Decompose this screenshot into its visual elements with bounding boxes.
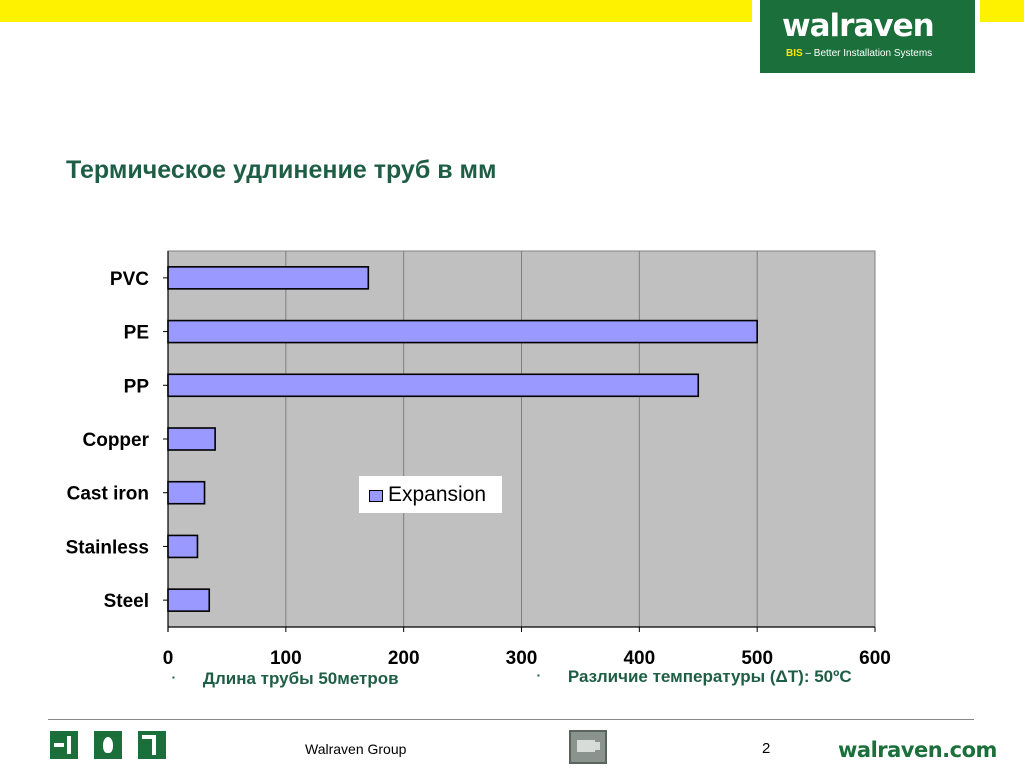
y-category-label: Copper [83, 430, 150, 451]
flame-icon [94, 731, 122, 759]
bar-pe [167, 319, 758, 344]
x-tick-label: 600 [859, 648, 891, 669]
bar-pp [167, 373, 700, 398]
note-pipe-length: ▪ Длина трубы 50метров [172, 669, 399, 689]
x-tick-label: 0 [163, 648, 174, 669]
bullet-icon: ▪ [537, 671, 540, 680]
logo-wordmark: walraven [782, 8, 935, 44]
x-tick-label: 500 [741, 648, 773, 669]
bar-cast-iron [167, 480, 206, 505]
logo-tag-text: – Better Installation Systems [802, 48, 933, 59]
entry-icon [50, 731, 78, 759]
bullet-icon: ▪ [172, 673, 175, 682]
logo-tagline: BIS – Better Installation Systems [786, 48, 932, 59]
legend-label-expansion: Expansion [388, 483, 487, 506]
footer-company: Walraven Group [305, 741, 407, 757]
y-category-label: PVC [110, 269, 149, 290]
bar-pvc [167, 266, 370, 290]
y-category-label: Steel [104, 591, 149, 612]
x-tick-label: 300 [506, 648, 538, 669]
footer-divider [48, 719, 974, 720]
x-tick-label: 400 [623, 648, 655, 669]
bar-steel [167, 588, 211, 612]
x-tick-label: 100 [270, 648, 302, 669]
y-category-label: Stainless [66, 537, 149, 558]
legend-swatch-expansion [369, 490, 383, 502]
slide-title: Термическое удлинение труб в мм [66, 156, 497, 184]
walraven-logo: walraven BIS – Better Installation Syste… [760, 0, 975, 73]
note-temperature-diff-text: Различие температуры (ΔT): 50ºC [567, 667, 852, 686]
bar-copper [167, 427, 216, 451]
y-category-label: PE [124, 323, 149, 344]
top-yellow-bar-left [0, 0, 752, 22]
note-pipe-length-text: Длина трубы 50метров [202, 669, 399, 688]
top-yellow-bar-right [980, 0, 1024, 22]
footer-url[interactable]: walraven.com [838, 738, 997, 762]
y-category-label: PP [124, 376, 150, 397]
x-tick-label: 200 [388, 648, 420, 669]
logo-tag-bis: BIS [786, 48, 803, 59]
film-icon[interactable] [569, 730, 607, 764]
chart-legend: Expansion [359, 476, 502, 513]
pipe-icon [138, 731, 166, 759]
y-category-label: Cast iron [67, 484, 149, 505]
bar-stainless [167, 534, 199, 559]
note-temperature-diff: ▪ Различие температуры (ΔT): 50ºC [537, 667, 852, 687]
page-number: 2 [762, 740, 771, 757]
